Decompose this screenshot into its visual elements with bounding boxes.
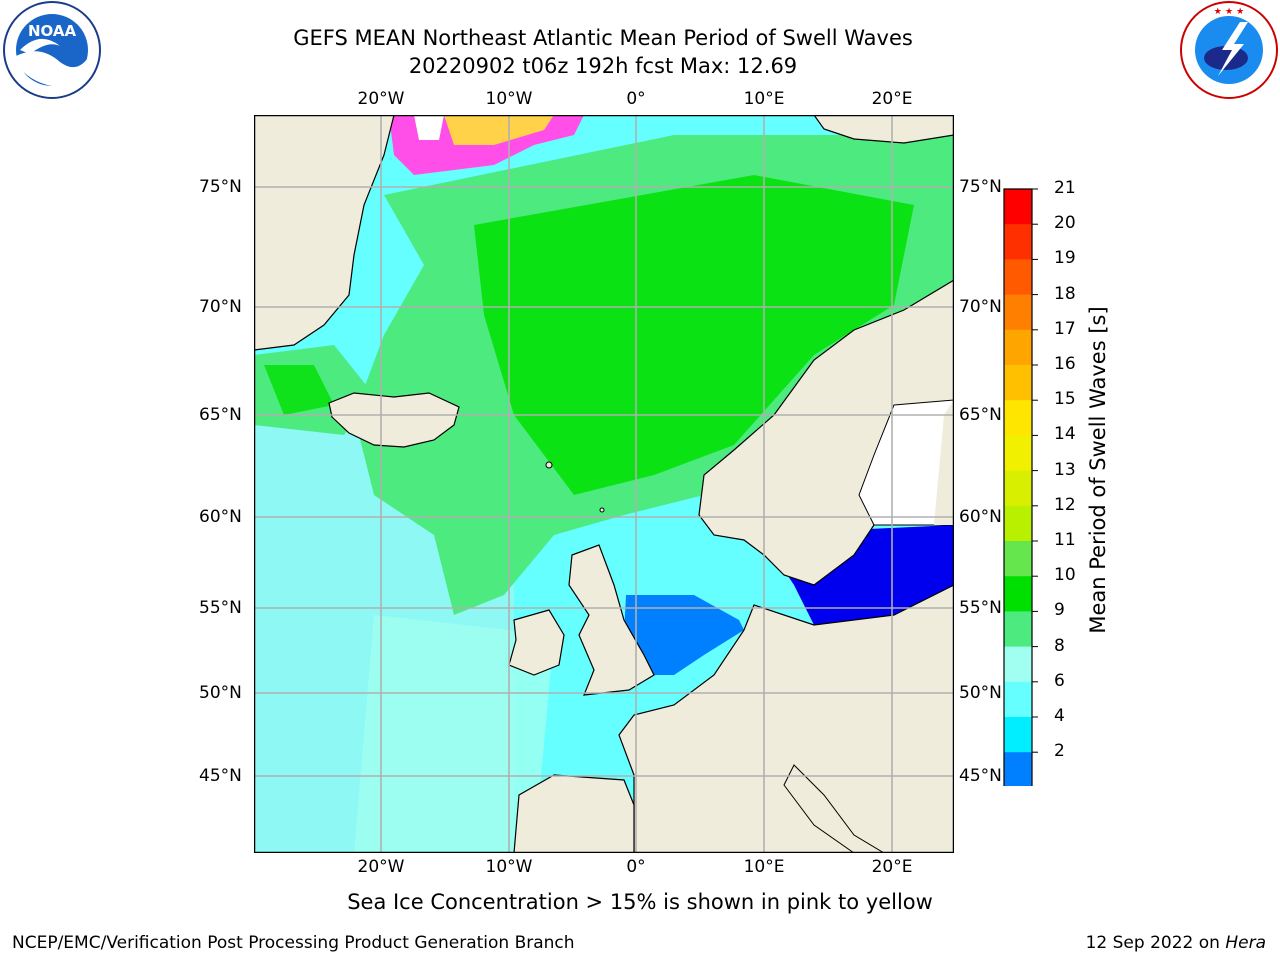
nws-logo: ★ ★ ★ [1180,1,1278,99]
colorbar-tick-label: 10 [1054,565,1076,586]
lat-label-left: 65°N [199,405,242,425]
map-frame [254,115,954,853]
chart-subtitle: 20220902 t06z 192h fcst Max: 12.69 [408,54,798,78]
lat-label-left: 60°N [199,507,242,527]
iberia [513,774,635,853]
colorbar-segment [1004,646,1032,683]
lat-label-left: 45°N [199,766,242,786]
lon-label-bottom: 10°W [485,857,533,877]
colorbar-tick-label: 6 [1054,670,1065,691]
noaa-text: NOAA [28,22,77,40]
continental-europe [618,584,954,853]
credit-text: NCEP/EMC/Verification Post Processing Pr… [12,933,575,953]
colorbar-segment [1004,505,1032,542]
colorbar-tick-label: 17 [1054,318,1076,339]
colorbar-segment [1004,752,1032,786]
colorbar-tick-label: 8 [1054,635,1065,656]
graticule [254,115,954,853]
colorbar-segment [1004,400,1032,436]
north-sea-blue [624,595,744,675]
colorbar-tick-label: 9 [1054,600,1065,621]
colorbar-tick-label: 20 [1054,213,1076,234]
svalbard [813,115,954,144]
colorbar-segment [1004,259,1032,296]
greenland [254,115,395,351]
colorbar-segment [1004,365,1032,401]
machine-name: Hera [1225,933,1266,953]
generation-date: 12 Sep 2022 on Hera [1085,933,1266,953]
lon-label-top: 10°W [485,89,533,109]
colorbar-tick-label: 19 [1054,248,1076,269]
nws-ring-text: ★ ★ ★ [1214,7,1244,17]
colorbar-tick-label: 14 [1054,424,1076,445]
colorbar-tick-label: 21 [1054,178,1076,198]
colorbar-segment [1004,470,1032,507]
colorbar-segment [1004,224,1032,260]
colorbar-tick-label: 4 [1054,706,1065,726]
colorbar-tick-label: 11 [1054,530,1076,550]
lon-label-bottom: 10°E [743,857,785,877]
ireland [508,609,565,676]
colorbar-tick-label: 15 [1054,389,1076,410]
lon-label-bottom: 20°W [357,857,405,877]
noaa-logo: NOAA [3,1,101,99]
colorbar-label: Mean Period of Swell Waves [s] [1086,306,1110,634]
colorbar-tick-label: 12 [1054,494,1076,515]
lat-label-left: 75°N [199,177,242,197]
colorbar-segment [1004,435,1032,472]
lat-label-right: 75°N [959,177,1002,197]
sea-ice-note: Sea Ice Concentration > 15% is shown in … [347,890,933,914]
lat-label-left: 70°N [199,297,242,317]
colorbar-segment [1004,294,1032,331]
iceland [328,392,460,448]
lon-label-top: 20°E [871,89,913,109]
lat-label-right: 60°N [959,507,1002,527]
colorbar [1003,188,1038,786]
colorbar-segment [1004,611,1032,648]
colorbar-segment [1004,189,1032,225]
lat-label-right: 50°N [959,683,1002,703]
lon-label-bottom: 20°E [871,857,913,877]
lon-label-top: 10°E [743,89,785,109]
colorbar-segment [1004,329,1032,366]
colorbar-segment [1004,541,1032,577]
lat-label-right: 55°N [959,598,1002,618]
colorbar-tick-label: 13 [1054,459,1076,480]
colorbar-tick-label: 18 [1054,283,1076,304]
lon-label-top: 20°W [357,89,405,109]
lat-label-left: 55°N [199,598,242,618]
lat-label-right: 45°N [959,766,1002,786]
lat-label-right: 70°N [959,297,1002,317]
colorbar-frame [1003,188,1033,786]
colorbar-segment [1004,681,1032,718]
colorbar-segment [1004,717,1032,753]
colorbar-segment [1004,576,1032,612]
chart-title: GEFS MEAN Northeast Atlantic Mean Period… [293,26,913,50]
colorbar-tick-label: 16 [1054,354,1076,374]
colorbar-tick-label: 2 [1054,741,1065,762]
lon-label-bottom: 0° [626,857,646,877]
great-britain [568,544,655,696]
lat-label-left: 50°N [199,683,242,703]
lat-label-right: 65°N [959,405,1002,425]
lon-label-top: 0° [626,89,646,109]
swell-period-map [254,115,954,853]
